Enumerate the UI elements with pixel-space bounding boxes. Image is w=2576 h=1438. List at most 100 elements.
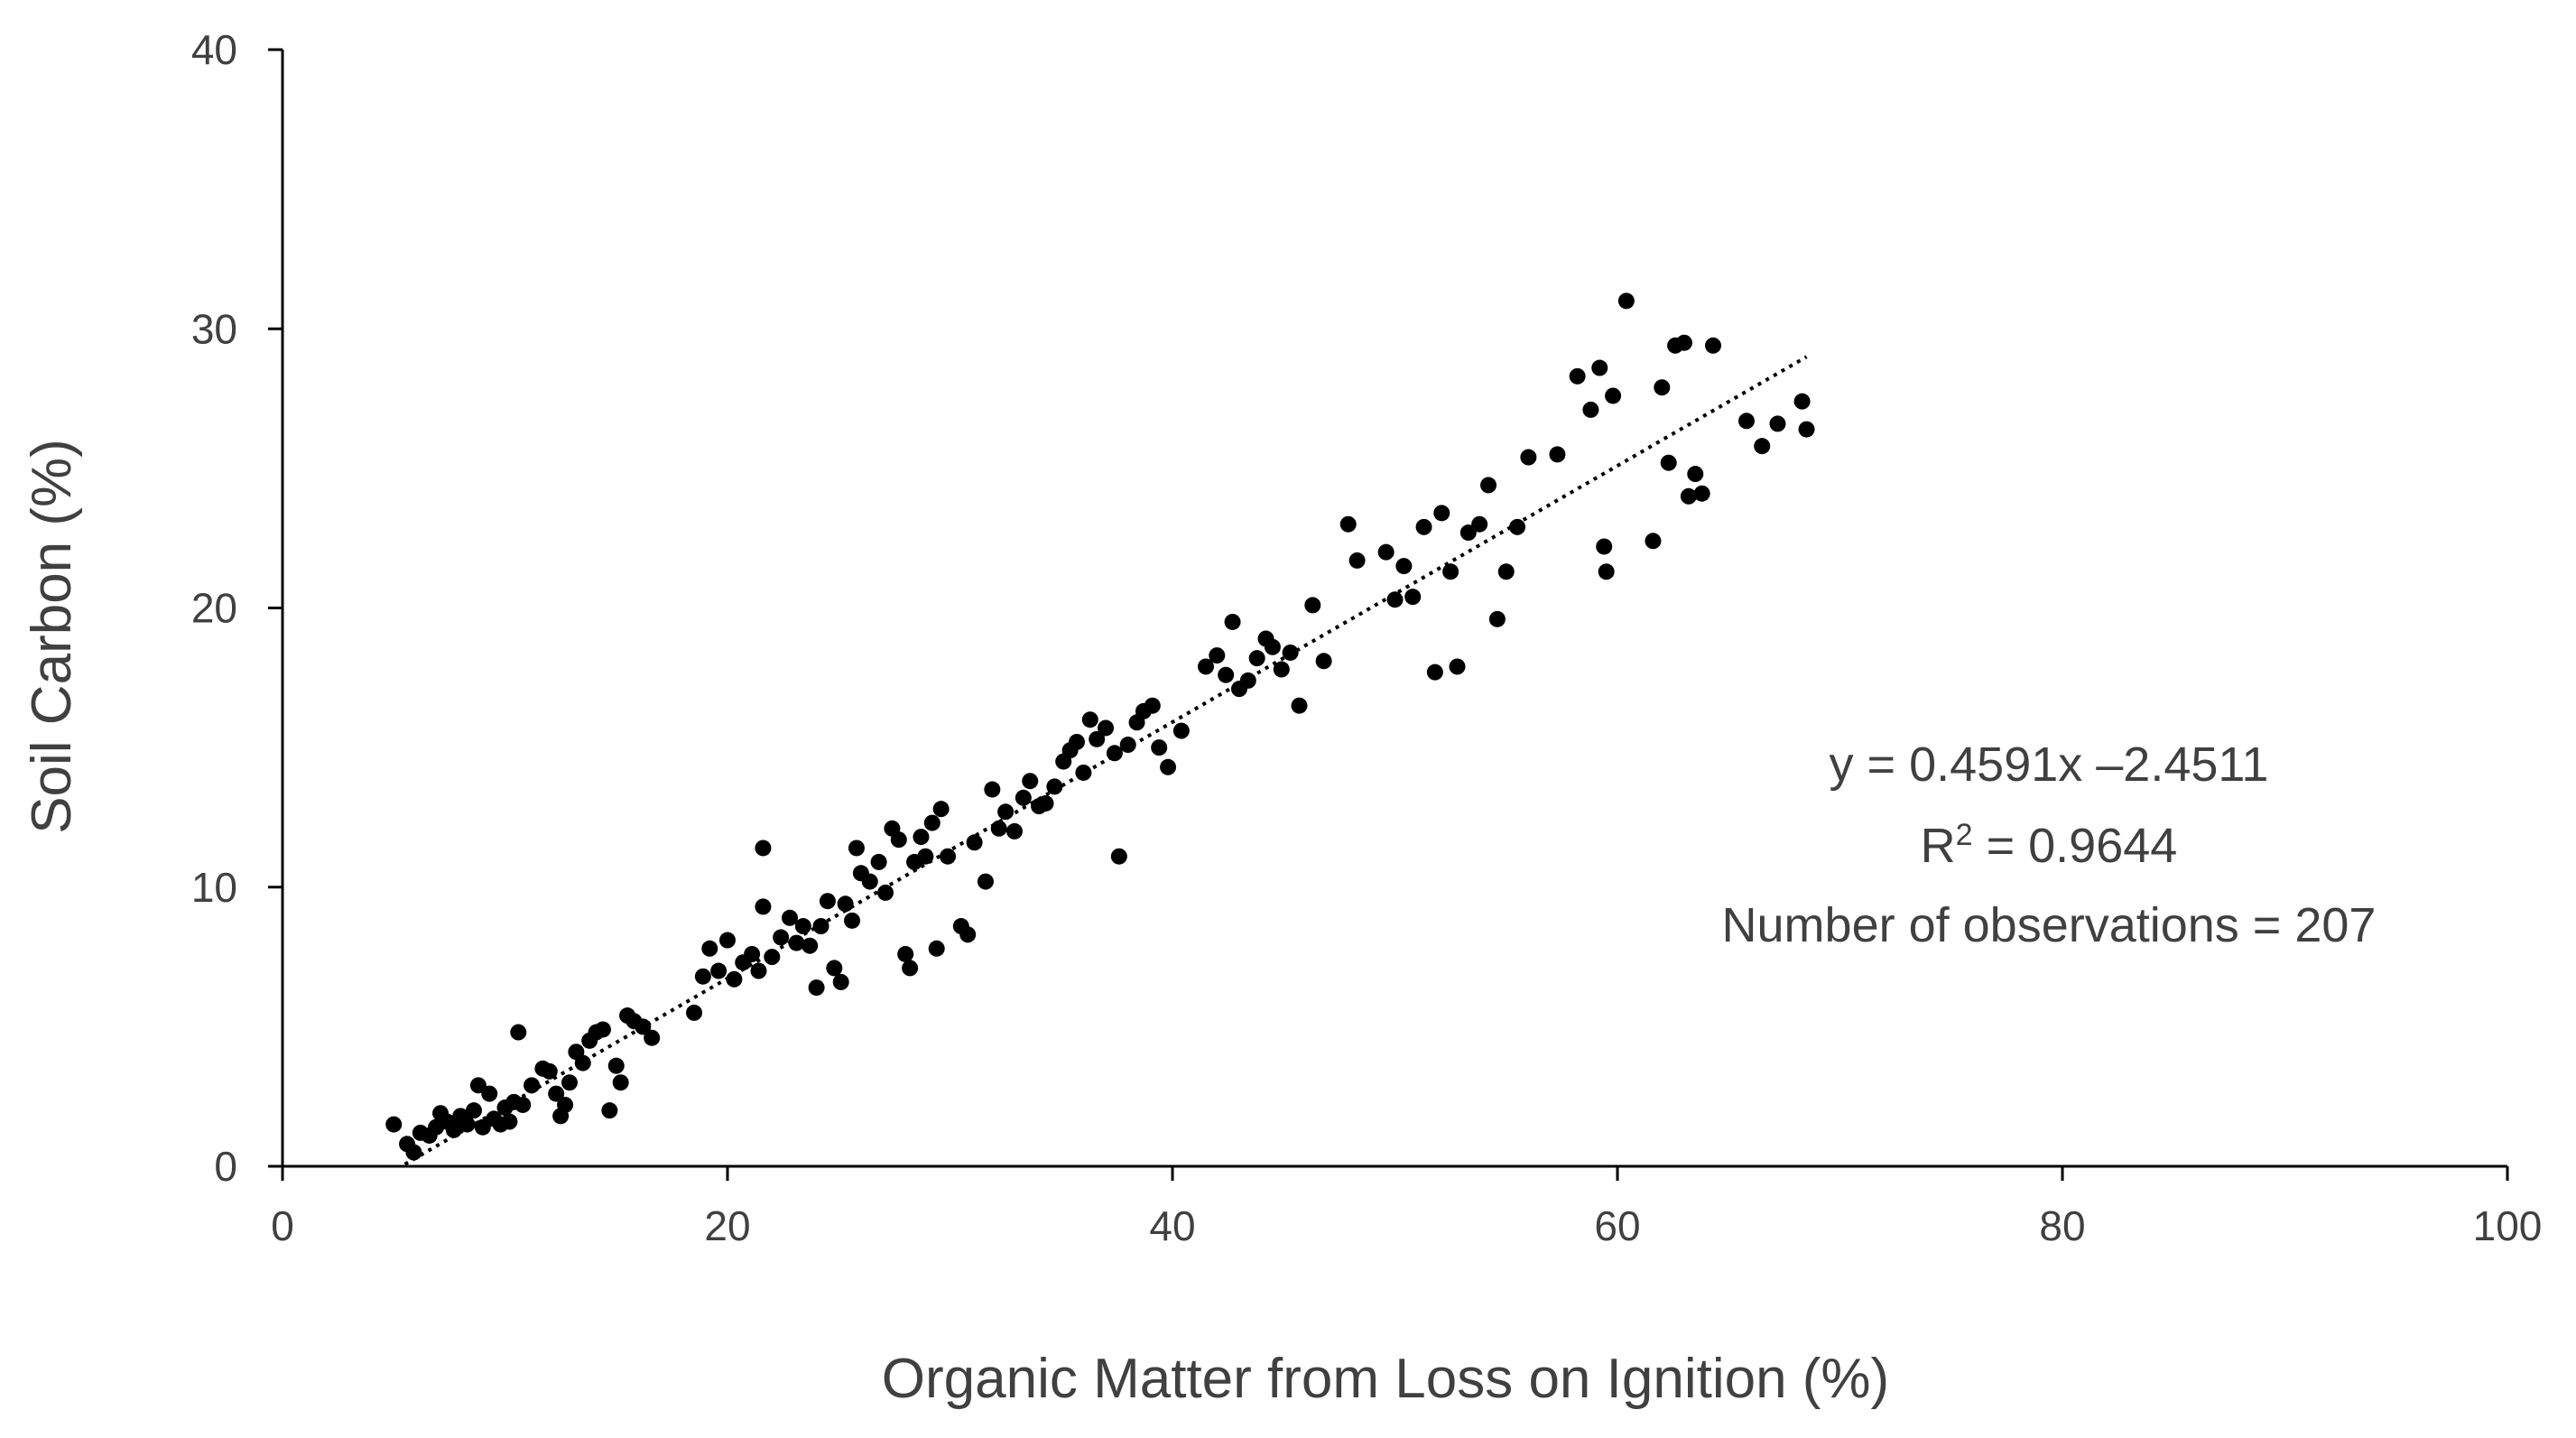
data-point: [1549, 446, 1566, 463]
x-tick-label: 80: [2039, 1202, 2085, 1249]
data-point: [1605, 387, 1622, 404]
data-point: [1617, 292, 1635, 310]
data-point: [844, 912, 861, 929]
data-point: [1769, 415, 1786, 432]
data-point: [601, 1102, 618, 1119]
data-point: [890, 831, 907, 849]
data-point: [750, 962, 767, 979]
x-axis-title: Organic Matter from Loss on Ignition (%): [882, 1348, 1889, 1410]
data-point: [445, 1121, 462, 1138]
data-point: [802, 937, 819, 954]
data-point: [1069, 733, 1086, 750]
data-point: [1488, 610, 1506, 627]
data-point: [501, 1113, 518, 1130]
data-point: [1433, 505, 1450, 522]
data-point: [1754, 438, 1771, 455]
observations-annotation: Number of observations = 207: [1722, 898, 2377, 952]
data-point: [686, 1004, 703, 1021]
data-point: [1426, 663, 1443, 681]
data-point: [469, 1077, 486, 1094]
data-point: [1404, 589, 1422, 606]
data-point: [465, 1102, 482, 1119]
data-point: [1037, 794, 1054, 812]
data-point: [1582, 401, 1599, 418]
data-point: [1509, 518, 1526, 535]
data-point: [744, 945, 761, 962]
data-point: [1144, 697, 1161, 714]
data-point: [385, 1116, 403, 1133]
data-point: [1569, 367, 1586, 385]
data-point: [594, 1021, 611, 1038]
data-point: [405, 1144, 422, 1161]
data-point: [782, 909, 799, 926]
axes: 0 20 40 60 80 100 0 10 20 30 40: [191, 26, 2543, 1249]
data-point: [1660, 454, 1677, 471]
data-point: [1645, 533, 1662, 550]
data-point: [1348, 552, 1366, 569]
data-point: [1110, 848, 1127, 865]
x-tick-label: 20: [704, 1202, 750, 1249]
data-point: [1081, 711, 1098, 728]
data-point: [808, 979, 825, 997]
data-point: [897, 945, 914, 962]
data-point: [635, 1018, 652, 1035]
data-point: [1106, 745, 1123, 762]
data-point: [990, 820, 1007, 837]
data-point: [459, 1116, 476, 1133]
data-point: [1497, 563, 1515, 580]
data-point: [1151, 739, 1168, 756]
data-point: [1687, 466, 1704, 483]
data-point: [1304, 597, 1321, 614]
data-point: [1197, 658, 1214, 675]
data-point: [612, 1074, 629, 1091]
data-point: [966, 834, 983, 851]
data-point: [1005, 822, 1023, 840]
data-point: [701, 940, 718, 957]
data-point: [1046, 778, 1063, 795]
data-point: [1793, 393, 1811, 410]
data-point: [1089, 730, 1106, 747]
data-point: [524, 1077, 541, 1094]
equation-intercept: 2.4511: [2123, 738, 2268, 792]
data-point: [1480, 477, 1497, 494]
data-point: [1282, 644, 1299, 661]
data-point: [928, 940, 945, 957]
data-point: [877, 884, 894, 901]
r2-value: = 0.9644: [1973, 819, 2178, 873]
data-point: [719, 932, 736, 949]
data-point: [1015, 789, 1032, 806]
data-point: [1273, 661, 1290, 678]
data-point: [1395, 558, 1413, 575]
data-point: [1218, 666, 1235, 683]
data-point: [1315, 653, 1332, 670]
data-point: [644, 1029, 661, 1046]
data-point: [1737, 413, 1755, 430]
data-point: [574, 1054, 591, 1072]
data-point: [977, 873, 994, 890]
data-point: [1680, 487, 1697, 505]
data-point: [819, 893, 836, 910]
data-point: [812, 918, 829, 935]
data-point: [848, 840, 865, 857]
data-point: [1596, 538, 1613, 555]
data-point: [870, 853, 887, 870]
data-point: [1520, 449, 1537, 466]
data-point: [1339, 515, 1357, 533]
data-point: [1704, 337, 1721, 354]
data-point: [788, 934, 805, 951]
data-point: [940, 848, 957, 865]
data-point: [1449, 658, 1466, 675]
r2-symbol: R: [1921, 819, 1956, 873]
data-point: [1591, 359, 1608, 376]
x-tick-label: 60: [1594, 1202, 1640, 1249]
r-squared-annotation: R2 = 0.9644: [1921, 818, 2178, 873]
y-tick-label: 0: [214, 1143, 237, 1190]
x-tick-label: 40: [1149, 1202, 1195, 1249]
data-point: [1291, 697, 1308, 714]
data-point: [913, 829, 930, 846]
data-point: [1224, 613, 1241, 630]
data-point: [1459, 524, 1477, 542]
y-tick-label: 10: [191, 864, 237, 911]
data-point: [1239, 672, 1256, 689]
